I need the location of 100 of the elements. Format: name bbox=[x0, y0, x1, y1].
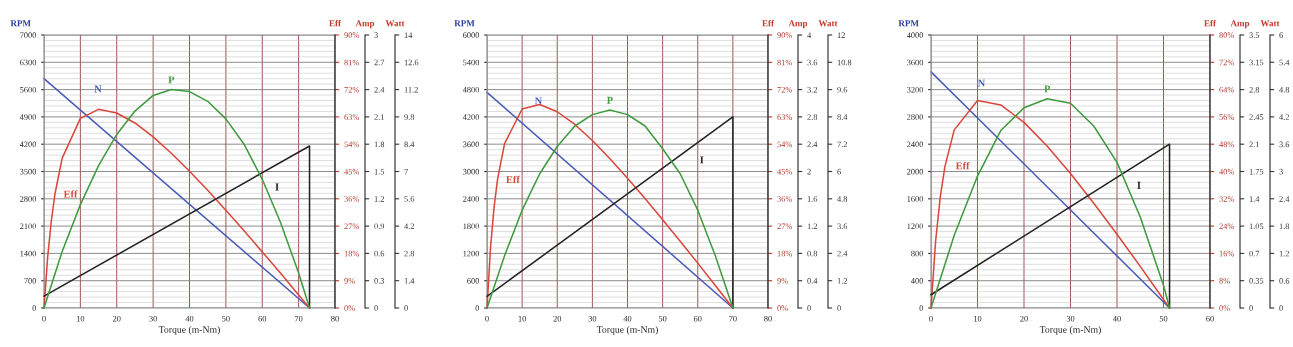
y-tick-label: 2.4 bbox=[1279, 196, 1290, 202]
y2-tick-label: 18% bbox=[777, 250, 793, 257]
y-tick-label: 0 bbox=[919, 305, 924, 311]
y3-tick-label: 2.7 bbox=[374, 59, 385, 66]
y2-tick-label: 9% bbox=[344, 278, 355, 284]
y3-tick-label: 3 bbox=[374, 32, 378, 38]
y-tick-label: 3600 bbox=[907, 59, 924, 66]
series-label: P bbox=[168, 76, 175, 84]
y2-tick-label: 72% bbox=[1219, 59, 1235, 66]
x-tick-label: 40 bbox=[1113, 315, 1121, 322]
y-tick-label: 2800 bbox=[907, 114, 924, 120]
y2-tick-label: 40% bbox=[1219, 168, 1235, 175]
y2-tick-label: 54% bbox=[777, 141, 793, 148]
y-tick-label: 4800 bbox=[462, 86, 480, 93]
y-tick-label: 2800 bbox=[20, 196, 37, 202]
y3-tick-label: 1.6 bbox=[807, 196, 818, 202]
y3-tick-label: 3.2 bbox=[807, 86, 817, 93]
y-tick-label: 12.6 bbox=[404, 59, 419, 66]
y-tick-label: 0 bbox=[475, 305, 480, 311]
y3-tick-label: 2.1 bbox=[374, 114, 384, 120]
y-tick-label: 400 bbox=[911, 278, 924, 284]
y-tick-label: 1800 bbox=[463, 223, 480, 230]
y-tick-label: 7.2 bbox=[837, 141, 847, 148]
y-tick-label: 800 bbox=[911, 250, 924, 257]
y3-tick-label: 0.8 bbox=[807, 250, 818, 257]
x-tick-label: 20 bbox=[553, 315, 562, 322]
y-tick-label: 1.2 bbox=[1279, 250, 1289, 257]
y-tick-label: 0 bbox=[837, 305, 841, 311]
y2-tick-label: 64% bbox=[1219, 86, 1235, 93]
y-tick-label: 6300 bbox=[20, 59, 37, 66]
y-tick-label: 0 bbox=[1279, 305, 1283, 311]
x-tick-label: 60 bbox=[258, 315, 267, 322]
y3-tick-label: 1.75 bbox=[1249, 168, 1264, 175]
y-tick-label: 10.8 bbox=[837, 59, 852, 66]
y-tick-label: 4.8 bbox=[837, 196, 848, 202]
x-tick-label: 0 bbox=[485, 315, 489, 322]
y-tick-label: 4.2 bbox=[1279, 114, 1289, 120]
y-tick-label: 0.6 bbox=[1279, 278, 1290, 284]
y2-tick-label: 8% bbox=[1219, 278, 1230, 284]
y-axis-title: Watt bbox=[1260, 20, 1280, 27]
y-axis-title: RPM bbox=[10, 20, 31, 27]
y3-tick-label: 3.15 bbox=[1249, 59, 1264, 66]
x-tick-label: 50 bbox=[1159, 315, 1168, 322]
y-tick-label: 4200 bbox=[462, 114, 480, 120]
y-tick-label: 14 bbox=[404, 32, 413, 38]
y2-axis-title: Eff bbox=[762, 19, 775, 27]
y-tick-label: 5400 bbox=[463, 59, 480, 66]
y3-tick-label: 0 bbox=[1249, 305, 1253, 311]
y3-tick-label: 1.2 bbox=[374, 196, 384, 202]
y2-tick-label: 80% bbox=[1219, 32, 1235, 38]
y3-tick-label: 2.4 bbox=[374, 86, 385, 93]
series-label: I bbox=[700, 156, 704, 164]
x-tick-label: 30 bbox=[1066, 315, 1075, 322]
series-label: I bbox=[275, 183, 279, 191]
y-tick-label: 2000 bbox=[907, 168, 924, 175]
y-tick-label: 1200 bbox=[907, 223, 924, 230]
y2-tick-label: 0% bbox=[777, 305, 788, 311]
y-tick-label: 1600 bbox=[907, 196, 924, 202]
y3-tick-label: 1.05 bbox=[1249, 223, 1264, 230]
y2-tick-label: 63% bbox=[344, 114, 360, 120]
text: N bbox=[534, 97, 543, 105]
y2-tick-label: 27% bbox=[777, 223, 793, 230]
y-tick-label: 4900 bbox=[19, 114, 37, 120]
x-tick-label: 30 bbox=[149, 315, 157, 322]
y-tick-label: 0 bbox=[404, 305, 408, 311]
y2-tick-label: 56% bbox=[1219, 114, 1235, 120]
x-tick-label: 20 bbox=[112, 315, 121, 322]
series-label: Eff bbox=[506, 175, 520, 184]
y2-tick-label: 36% bbox=[777, 196, 793, 202]
y-tick-label: 3 bbox=[1279, 168, 1283, 175]
y3-tick-label: 2.45 bbox=[1249, 114, 1264, 120]
x-tick-label: 80 bbox=[764, 315, 772, 322]
x-tick-label: 50 bbox=[222, 315, 230, 322]
x-tick-label: 10 bbox=[518, 315, 526, 322]
y-tick-label: 700 bbox=[24, 278, 37, 284]
y-tick-label: 5600 bbox=[20, 86, 37, 93]
y3-tick-label: 0 bbox=[374, 305, 378, 311]
series-label: Eff bbox=[63, 190, 78, 198]
y3-tick-label: 4 bbox=[807, 32, 812, 38]
y2-tick-label: 36% bbox=[344, 196, 360, 202]
x-axis-title: Torque (m-Nm) bbox=[1039, 325, 1101, 335]
series-label: I bbox=[1137, 181, 1141, 189]
series-label: P bbox=[606, 96, 613, 104]
x-axis-title: Torque (m-Nm) bbox=[596, 325, 658, 335]
y3-tick-label: 1.5 bbox=[374, 168, 385, 175]
y-tick-label: 5.6 bbox=[404, 196, 415, 202]
x-tick-label: 70 bbox=[295, 315, 303, 322]
y2-tick-label: 0% bbox=[1219, 305, 1230, 311]
y-tick-label: 8.4 bbox=[404, 141, 415, 148]
y-tick-label: 4.8 bbox=[1279, 86, 1290, 93]
y-tick-label: 3000 bbox=[463, 168, 480, 175]
y-tick-label: 4200 bbox=[19, 141, 37, 148]
y2-tick-label: 0% bbox=[344, 305, 355, 311]
y2-tick-label: 90% bbox=[777, 32, 793, 38]
y-tick-label: 8.4 bbox=[837, 114, 848, 120]
y-tick-label: 0 bbox=[32, 305, 37, 311]
y-tick-label: 12 bbox=[837, 32, 845, 38]
y3-tick-label: 0.7 bbox=[1249, 250, 1260, 257]
series-label: Eff bbox=[955, 161, 970, 170]
y2-axis-title: Eff bbox=[1204, 19, 1217, 27]
